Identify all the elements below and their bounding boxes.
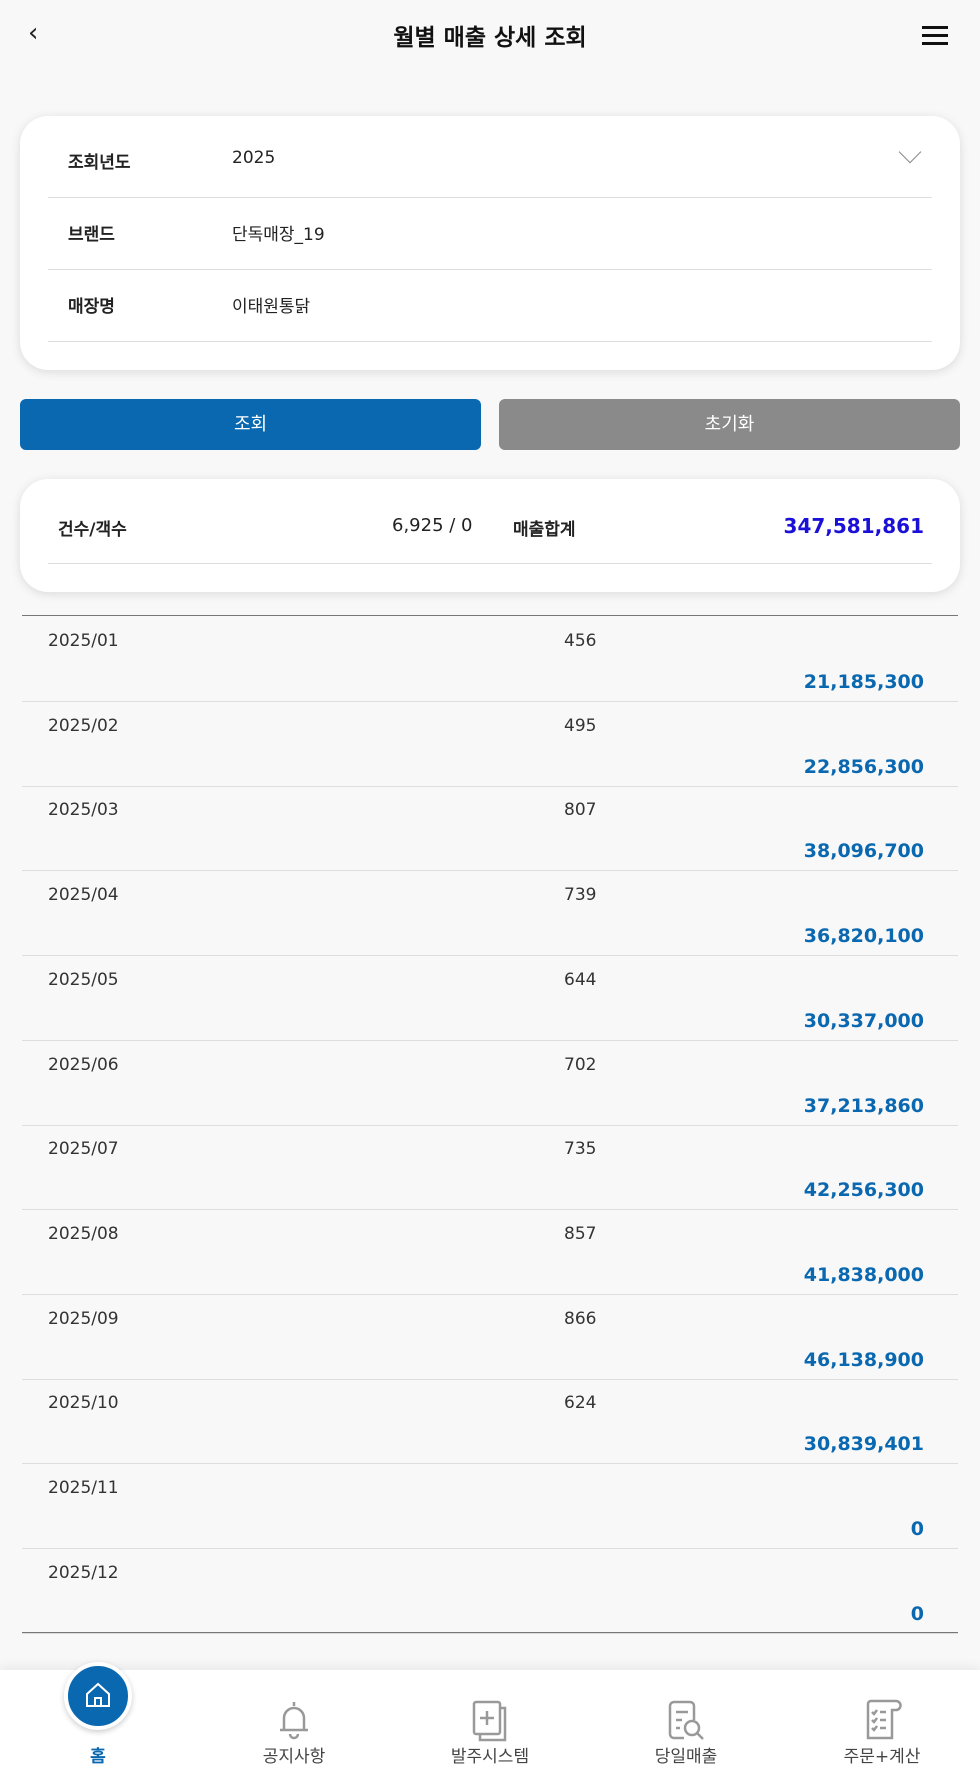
row-amount: 30,337,000 — [803, 1009, 924, 1032]
table-row[interactable]: 2025/01 456 21,185,300 — [22, 617, 958, 702]
table-row[interactable]: 2025/02 495 22,856,300 — [22, 702, 958, 787]
row-month: 2025/06 — [48, 1054, 119, 1075]
nav-notice[interactable]: 공지사항 — [196, 1670, 392, 1780]
table-row[interactable]: 2025/09 866 46,138,900 — [22, 1295, 958, 1380]
reset-button[interactable]: 초기화 — [499, 399, 960, 450]
table-row[interactable]: 2025/05 644 30,337,000 — [22, 956, 958, 1041]
year-value: 2025 — [232, 148, 276, 168]
count-label: 건수/객수 — [58, 520, 127, 540]
nav-order-checkout-label: 주문+계산 — [843, 1747, 921, 1767]
nav-notice-label: 공지사항 — [262, 1747, 326, 1767]
row-count: 735 — [564, 1139, 597, 1160]
bottom-nav: 홈 공지사항 발주시스템 당일매출 주문+계산 — [0, 1662, 980, 1780]
nav-order[interactable]: 발주시스템 — [392, 1670, 588, 1780]
row-count: 644 — [564, 969, 597, 990]
count-value: 6,925 / 0 — [392, 515, 473, 536]
table-top-divider — [22, 615, 958, 616]
search-document-icon — [668, 1700, 704, 1740]
nav-home-label: 홈 — [90, 1747, 106, 1767]
year-label: 조회년도 — [68, 153, 131, 173]
table-bottom-divider — [22, 1632, 958, 1633]
row-month: 2025/02 — [48, 715, 119, 736]
sales-total-label: 매출합계 — [513, 520, 576, 540]
nav-home[interactable]: 홈 — [0, 1662, 196, 1780]
menu-icon[interactable] — [922, 26, 948, 50]
store-value: 이태원통닭 — [232, 297, 311, 317]
bell-icon — [280, 1702, 308, 1740]
checklist-icon — [866, 1699, 902, 1740]
row-amount: 37,213,860 — [803, 1094, 924, 1117]
row-count: 739 — [564, 885, 597, 906]
row-count: 702 — [564, 1054, 597, 1075]
store-label: 매장명 — [68, 297, 115, 317]
page-title: 월별 매출 상세 조회 — [393, 25, 587, 51]
row-count: 624 — [564, 1393, 597, 1414]
table-row[interactable]: 2025/08 857 41,838,000 — [22, 1210, 958, 1295]
table-row[interactable]: 2025/11 0 — [22, 1464, 958, 1549]
row-amount: 36,820,100 — [803, 925, 924, 948]
table-row[interactable]: 2025/07 735 42,256,300 — [22, 1125, 958, 1211]
row-amount: 41,838,000 — [803, 1263, 924, 1286]
search-button[interactable]: 조회 — [20, 399, 481, 450]
row-amount: 22,856,300 — [803, 755, 924, 778]
year-select[interactable]: 조회년도 2025 — [48, 126, 932, 198]
table-row[interactable]: 2025/06 702 37,213,860 — [22, 1041, 958, 1126]
row-amount: 0 — [910, 1602, 924, 1625]
row-amount: 38,096,700 — [803, 840, 924, 863]
row-count: 807 — [564, 800, 597, 821]
nav-daily-sales-label: 당일매출 — [654, 1747, 718, 1767]
nav-daily-sales[interactable]: 당일매출 — [588, 1670, 784, 1780]
row-amount: 42,256,300 — [803, 1179, 924, 1202]
nav-order-label: 발주시스템 — [450, 1747, 530, 1767]
filter-card: 조회년도 2025 브랜드 단독매장_19 매장명 이태원통닭 — [20, 116, 960, 370]
table-row[interactable]: 2025/10 624 30,839,401 — [22, 1379, 958, 1465]
brand-label: 브랜드 — [68, 225, 115, 245]
nav-order-checkout[interactable]: 주문+계산 — [784, 1670, 980, 1780]
table-row[interactable]: 2025/04 739 36,820,100 — [22, 871, 958, 957]
row-amount: 30,839,401 — [803, 1433, 924, 1456]
row-month: 2025/09 — [48, 1308, 119, 1329]
row-month: 2025/05 — [48, 969, 119, 990]
row-count: 456 — [564, 631, 597, 651]
row-month: 2025/04 — [48, 885, 119, 906]
row-month: 2025/10 — [48, 1393, 119, 1414]
home-icon — [64, 1662, 132, 1730]
row-month: 2025/07 — [48, 1139, 119, 1160]
sales-total-value: 347,581,861 — [783, 514, 924, 538]
chevron-down-icon — [898, 140, 922, 164]
order-icon — [472, 1700, 507, 1742]
store-field: 매장명 이태원통닭 — [48, 270, 932, 342]
table-row[interactable]: 2025/12 0 — [22, 1549, 958, 1634]
back-icon[interactable]: ‹ — [28, 18, 39, 48]
row-month: 2025/01 — [48, 631, 119, 651]
row-month: 2025/12 — [48, 1562, 119, 1583]
row-count: 866 — [564, 1308, 597, 1329]
row-month: 2025/11 — [48, 1478, 119, 1498]
brand-field: 브랜드 단독매장_19 — [48, 198, 932, 270]
row-month: 2025/08 — [48, 1223, 119, 1244]
summary-card: 건수/객수 6,925 / 0 매출합계 347,581,861 — [20, 479, 960, 592]
row-count: 495 — [564, 715, 597, 736]
row-amount: 0 — [910, 1518, 924, 1540]
row-month: 2025/03 — [48, 800, 119, 821]
row-amount: 21,185,300 — [803, 671, 924, 693]
brand-value: 단독매장_19 — [232, 225, 325, 245]
row-amount: 46,138,900 — [803, 1348, 924, 1371]
row-count: 857 — [564, 1223, 597, 1244]
table-row[interactable]: 2025/03 807 38,096,700 — [22, 786, 958, 872]
